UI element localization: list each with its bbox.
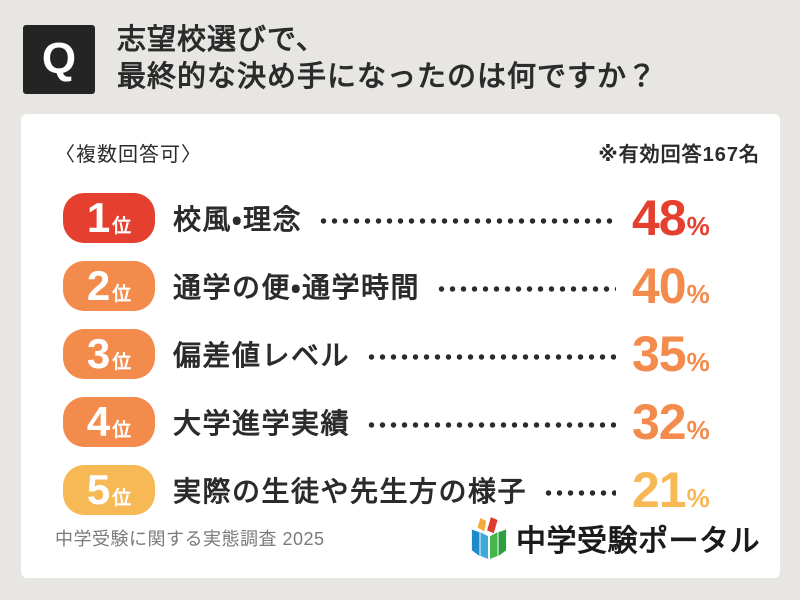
percent-sign: %	[686, 211, 710, 241]
dot-leader	[366, 352, 616, 362]
valid-responses-note: ※有効回答167名	[598, 144, 760, 166]
percent-value: 35%	[632, 329, 732, 379]
rank-number: 4	[86, 398, 111, 445]
answer-label: 校風・理念	[173, 204, 303, 235]
dot-leader	[318, 216, 616, 226]
rank-number: 3	[86, 330, 111, 377]
rank-suffix: 位	[112, 420, 132, 441]
percent-number: 48	[632, 190, 687, 246]
percent-value: 21%	[632, 465, 732, 515]
percent-sign: %	[686, 279, 710, 309]
rank-number: 2	[86, 262, 111, 309]
rank-suffix: 位	[112, 488, 132, 509]
percent-number: 40	[632, 258, 687, 314]
rank-suffix: 位	[112, 352, 132, 373]
percent-number: 35	[632, 326, 687, 382]
percent-number: 32	[632, 394, 687, 450]
q-mark-letter: Q	[41, 34, 77, 84]
question-title: 志望校選びで、 最終的な決め手になったのは何ですか？	[117, 22, 657, 96]
percent-sign: %	[686, 415, 710, 445]
question-title-line1: 志望校選びで、	[117, 24, 326, 56]
card-footer: 中学受験に関する実態調査 2025 中学受験ポータル	[55, 516, 760, 560]
percent-value: 32%	[632, 397, 732, 447]
answer-label: 大学進学実績	[173, 408, 351, 439]
dot-leader	[436, 284, 616, 294]
percent-number: 21	[632, 462, 687, 518]
dot-leader	[543, 488, 616, 498]
brand-logo: 中学受験ポータル	[470, 516, 760, 560]
brand-name: 中学受験ポータル	[516, 525, 760, 558]
rank-number: 5	[86, 466, 111, 513]
multiple-answers-note: 〈複数回答可〉	[55, 144, 202, 166]
rank-number: 1	[86, 194, 111, 241]
rank-suffix: 位	[112, 284, 132, 305]
answer-label: 実際の生徒や先生方の様子	[173, 476, 528, 507]
survey-meta: 〈複数回答可〉 ※有効回答167名	[55, 138, 760, 167]
question-header: Q 志望校選びで、 最終的な決め手になったのは何ですか？	[23, 22, 780, 96]
percent-sign: %	[686, 347, 710, 377]
rank-suffix: 位	[112, 216, 132, 237]
percent-value: 48%	[632, 193, 732, 243]
question-title-line2: 最終的な決め手になったのは何ですか？	[117, 61, 658, 94]
dot-leader	[366, 420, 616, 430]
percent-value: 40%	[632, 261, 732, 311]
q-mark-badge: Q	[23, 24, 95, 94]
answer-label: 通学の便・通学時間	[173, 272, 421, 303]
answer-label: 偏差値レベル	[173, 340, 351, 371]
open-book-icon	[471, 517, 507, 559]
survey-source: 中学受験に関する実態調査 2025	[55, 529, 325, 549]
percent-sign: %	[686, 483, 710, 513]
